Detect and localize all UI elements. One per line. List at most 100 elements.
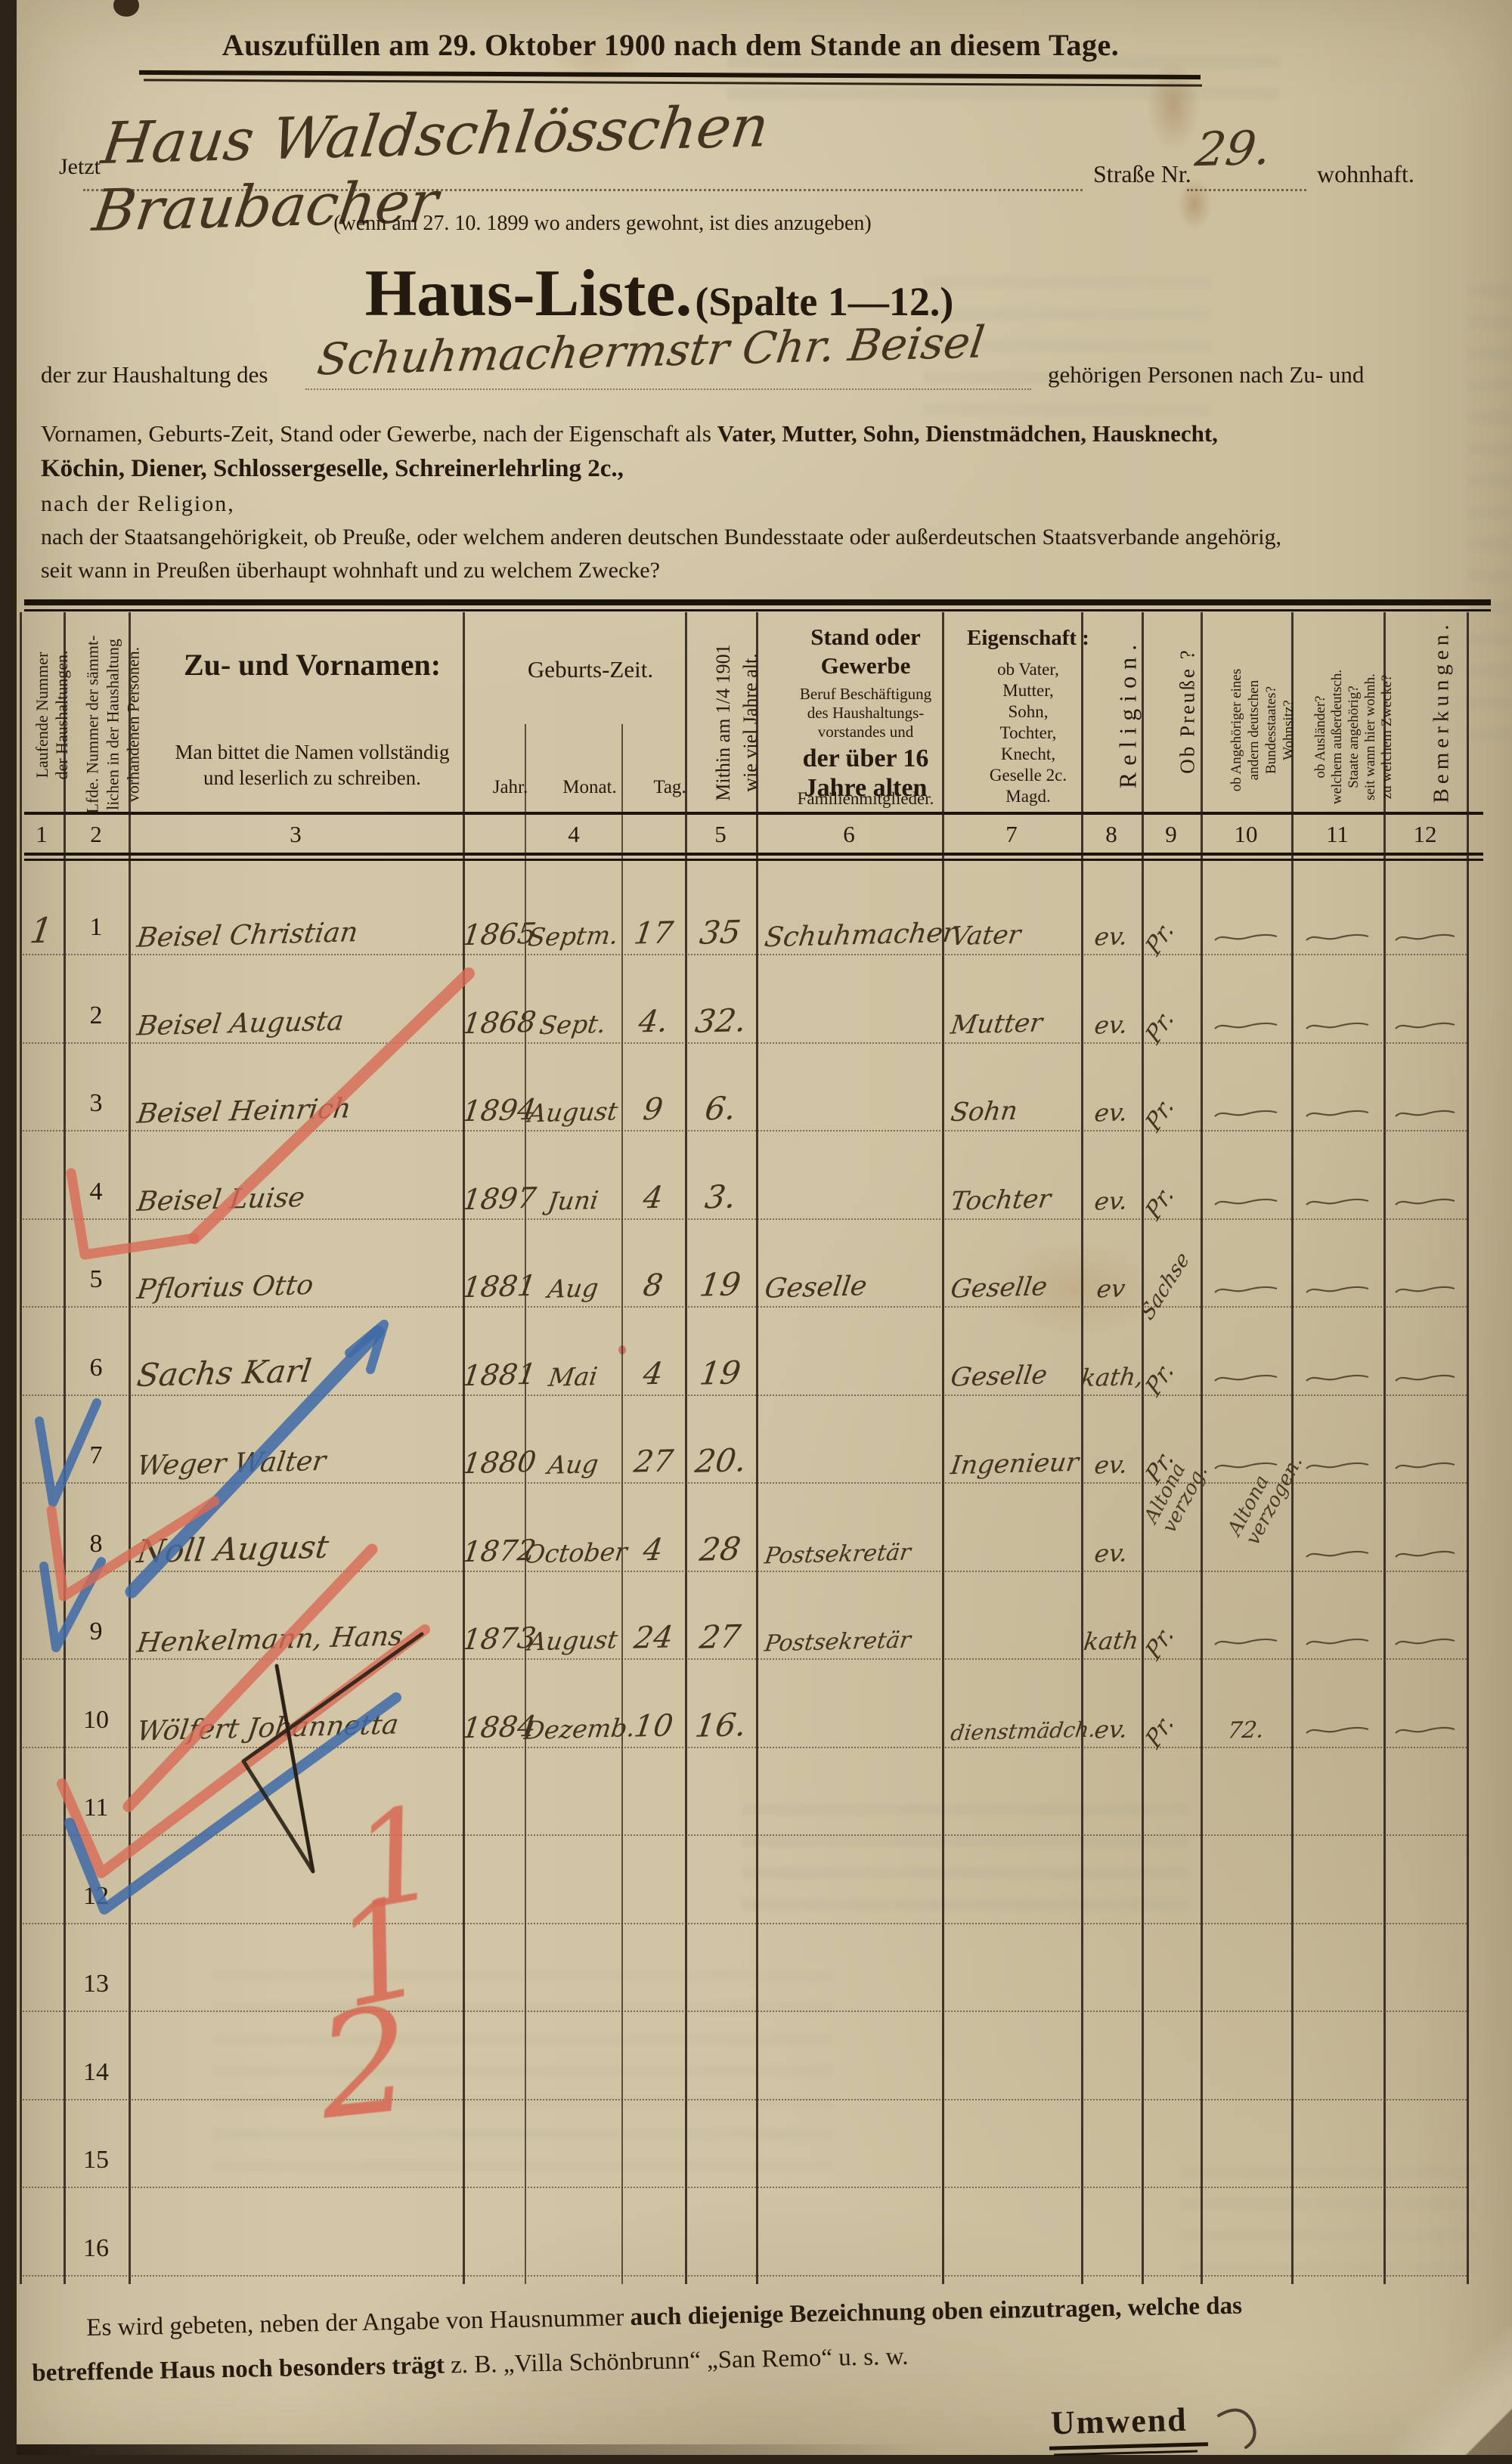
cell-monat-row-4: Juni [546, 1184, 600, 1216]
page-fold [1391, 2326, 1512, 2455]
col6-header-title: Stand oder Gewerbe [810, 624, 921, 679]
cell-alter-row-9: 27 [697, 1617, 744, 1656]
cell-c11-row-7 [1291, 1453, 1383, 1479]
cell-jahr-row-2: 1868 [460, 1004, 538, 1040]
cell-no-row-11: 11 [83, 1794, 109, 1822]
cell-monat-row-1: Septm. [526, 920, 620, 952]
intro-line-2: Vornamen, Geburts-Zeit, Stand oder Gewer… [41, 420, 1218, 447]
cell-eigenschaft-row-10: dienstmädch. [949, 1716, 1098, 1745]
col4-header-title: Geburts-Zeit. [527, 656, 654, 683]
turn-over-underline [1049, 2442, 1209, 2450]
cell-religion-row-7: ev. [1092, 1450, 1130, 1480]
cell-c11-row-4 [1291, 1189, 1383, 1215]
turn-over-label: Umwend [1050, 2401, 1188, 2442]
cell-c11-row-9 [1291, 1629, 1383, 1655]
cell-eigenschaft-row-6: Geselle [949, 1359, 1049, 1393]
form-title: Haus-Liste. [364, 257, 692, 330]
cell-tag-row-7: 27 [631, 1444, 675, 1480]
cell-alter-row-4: 3. [702, 1177, 739, 1216]
strasse-label: Straße Nr. [1093, 160, 1191, 187]
bleed-through [1181, 2147, 1476, 2275]
cell-tag-row-6: 4 [641, 1356, 665, 1391]
col6-header-bold: der über 16 Jahre alten [802, 744, 929, 802]
column-number: 7 [1005, 821, 1018, 847]
cell-jahr-row-10: 1884 [460, 1709, 538, 1744]
cell-monat-row-8: October [522, 1536, 629, 1569]
header-bottom-rule [24, 812, 1483, 815]
cell-monat-row-2: Sept. [538, 1008, 609, 1040]
cell-c10-row-9 [1201, 1629, 1291, 1655]
house-number-handwritten: 29. [1191, 119, 1275, 178]
cell-no-row-5: 5 [89, 1265, 103, 1293]
cell-religion-row-5: ev [1095, 1274, 1128, 1304]
number-row-rule-2 [24, 859, 1483, 861]
form-title-row: Haus-Liste. (Spalte 1—12.) [17, 255, 1302, 332]
column-number: 6 [843, 821, 855, 847]
col1-header: Laufende Nummer der Haushaltungen. [33, 650, 71, 780]
household-head-handwritten: Schuhmachermstr Chr. Beisel [314, 316, 988, 385]
cell-c12-row-4 [1383, 1189, 1467, 1215]
column-line [1383, 612, 1386, 2284]
cell-monat-row-6: Mai [547, 1360, 600, 1392]
cell-jahr-row-4: 1897 [460, 1181, 538, 1216]
bleed-through [742, 1784, 1188, 1916]
cell-no-row-14: 14 [83, 2057, 109, 2086]
household-suffix: gehörigen Personen nach Zu- und [1048, 361, 1365, 388]
cell-no-row-9: 9 [89, 1617, 103, 1645]
cell-no-row-16: 16 [83, 2233, 109, 2262]
cell-tag-row-9: 24 [631, 1620, 675, 1656]
column-number: 10 [1234, 821, 1258, 847]
red-tally-3: 2 [310, 1976, 420, 2152]
cell-name-row-10: Wölfert Johannetta [135, 1709, 401, 1747]
stain [113, 0, 139, 17]
col11-header: ob Ausländer? welchem außerdeutsch. Staa… [1312, 669, 1395, 805]
cell-c11-row-1 [1291, 924, 1383, 951]
column-number: 9 [1165, 821, 1177, 847]
cell-c10-row-10: 72. [1225, 1716, 1266, 1744]
row-dotted-line [20, 1834, 1467, 1836]
column-line [20, 612, 22, 2284]
col3-header-title: Zu- und Vornamen: [183, 648, 442, 682]
column-line [685, 612, 687, 2284]
cell-name-row-8: Noll August [135, 1528, 331, 1570]
intro-line-6: seit wann in Preußen überhaupt wohnhaft … [41, 558, 660, 583]
cell-monat-row-7: Aug [546, 1449, 600, 1480]
cell-jahr-row-6: 1881 [460, 1357, 538, 1392]
intro-line-5: nach der Staatsangehörigkeit, ob Preuße,… [41, 525, 1282, 549]
cell-eigenschaft-row-5: Geselle [949, 1271, 1049, 1305]
cell-monat-row-3: August [526, 1096, 620, 1128]
household-dotted-line [305, 388, 1031, 390]
cell-name-row-2: Beisel Augusta [135, 1004, 346, 1042]
cell-alter-row-1: 35 [697, 913, 744, 952]
cell-tag-row-4: 4 [641, 1180, 665, 1215]
column-number: 11 [1326, 821, 1349, 847]
cell-religion-row-8: ev. [1092, 1537, 1130, 1568]
cell-c11-row-2 [1291, 1013, 1383, 1039]
house-number-dotted-line [1187, 189, 1306, 191]
cell-no-row-10: 10 [83, 1705, 109, 1734]
household-prefix: der zur Haushaltung des [41, 361, 268, 388]
cell-religion-row-4: ev. [1092, 1185, 1130, 1216]
cell-no-row-15: 15 [83, 2146, 109, 2174]
cell-tag-row-5: 8 [641, 1268, 665, 1304]
turn-over-underline-2 [1053, 2450, 1198, 2456]
jetzt-label: Jetzt [59, 154, 101, 179]
cell-alter-row-2: 32. [692, 1001, 748, 1040]
column-line [1467, 612, 1469, 2284]
column-number: 2 [90, 821, 102, 847]
cell-c10-row-2 [1201, 1013, 1291, 1039]
cell-tag-row-8: 4 [641, 1532, 665, 1568]
row-dotted-line [20, 2274, 1467, 2277]
table-top-rule [24, 599, 1491, 605]
col12-header: Bemerkungen. [1429, 620, 1454, 803]
row-dotted-line [20, 2011, 1467, 2012]
wohnhaft-label: wohnhaft. [1317, 160, 1414, 187]
row-dotted-line [20, 1130, 1467, 1131]
cell-c12-row-5 [1383, 1277, 1467, 1303]
column-number: 3 [290, 821, 302, 847]
cell-c12-row-3 [1383, 1100, 1467, 1127]
cell-c12-row-6 [1383, 1365, 1467, 1391]
cell-monat-row-9: August [526, 1624, 620, 1657]
cell-no-row-4: 4 [89, 1177, 103, 1206]
cell-jahr-row-8: 1872 [460, 1533, 538, 1568]
